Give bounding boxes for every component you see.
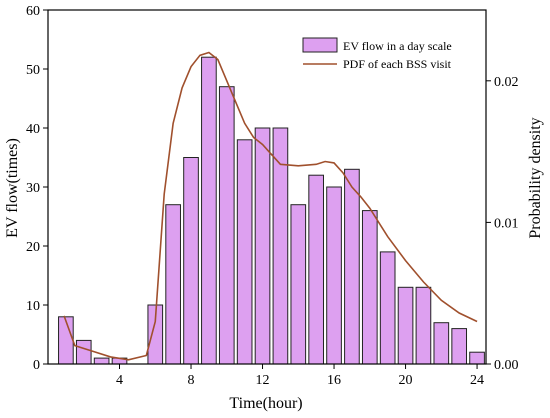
bar: [93, 357, 110, 365]
pdf-line: [63, 51, 478, 361]
y-tick-label: 50: [26, 63, 40, 78]
bars-layer: [58, 56, 485, 365]
bar: [397, 286, 414, 365]
bar: [344, 168, 360, 365]
y-tick-label: 10: [26, 299, 40, 314]
x-tick-label: 8: [188, 373, 195, 388]
pdf-layer: [63, 51, 478, 361]
legend-pdf-label: PDF of each BSS visit: [343, 57, 452, 71]
y-tick-label: 0: [33, 358, 40, 373]
x-tick-label: 4: [116, 373, 123, 388]
bar: [183, 157, 199, 365]
bar: [379, 251, 396, 365]
bar: [201, 56, 217, 365]
y2-tick-label: 0.02: [494, 75, 519, 90]
bar: [290, 204, 307, 365]
x-tick-label: 12: [256, 373, 270, 388]
y2-tick-label: 0.01: [494, 216, 519, 231]
bar: [75, 339, 92, 365]
y-tick-label: 30: [26, 181, 40, 196]
y-tick-label: 60: [26, 4, 40, 19]
bar: [308, 174, 324, 365]
x-tick-label: 20: [399, 373, 413, 388]
y2-axis-title: Probability density: [527, 117, 544, 238]
bar: [361, 210, 378, 365]
bar: [469, 351, 485, 365]
bar: [326, 186, 342, 365]
x-tick-label: 16: [327, 373, 341, 388]
x-axis-title: Time(hour): [229, 395, 302, 412]
bar: [451, 328, 468, 365]
bar: [165, 204, 181, 365]
x-tick-label: 24: [470, 373, 484, 388]
legend-bar-label: EV flow in a day scale: [343, 39, 452, 53]
bar: [415, 286, 432, 365]
y2-tick-label: 0.00: [494, 358, 519, 373]
y-tick-label: 20: [26, 240, 40, 255]
bar: [58, 316, 74, 365]
y-axis-title: EV flow(times): [4, 138, 21, 238]
bar: [218, 86, 235, 365]
bar: [236, 139, 253, 365]
legend: EV flow in a day scale PDF of each BSS vi…: [302, 37, 452, 71]
bar: [433, 322, 450, 365]
y-tick-label: 40: [26, 122, 40, 137]
axes-layer: 4 8 12 16 20 24 0 10 20 30 40 50 60 0.00 0.01 0.02: [26, 4, 519, 388]
legend-bar-swatch: [302, 37, 338, 53]
bar: [254, 127, 271, 365]
